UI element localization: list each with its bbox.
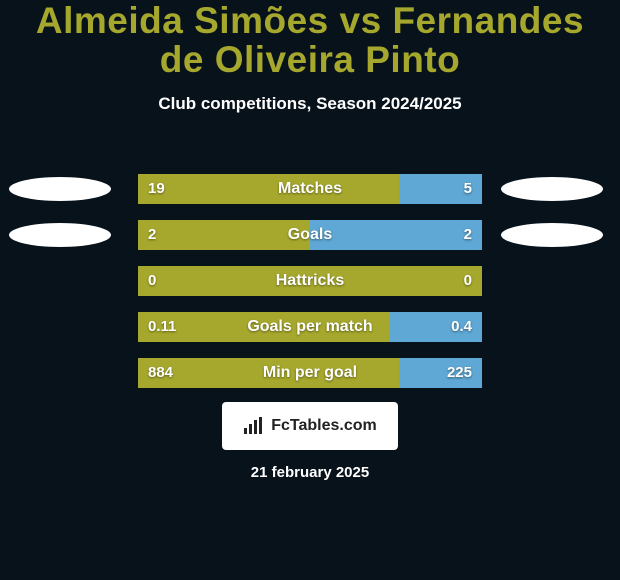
- stat-row: 22Goals: [0, 220, 620, 250]
- stat-value-left: 2: [138, 220, 166, 250]
- subtitle: Club competitions, Season 2024/2025: [0, 94, 620, 114]
- page-title: Almeida Simões vs Fernandes de Oliveira …: [0, 0, 620, 80]
- stat-value-left: 0: [138, 266, 166, 296]
- stat-row: 195Matches: [0, 174, 620, 204]
- stat-row: 00Hattricks: [0, 266, 620, 296]
- stat-bar: 0.110.4Goals per match: [138, 312, 482, 342]
- stat-value-right: 5: [454, 174, 482, 204]
- player-slot-right: [501, 223, 603, 247]
- stat-bar-left: [138, 174, 399, 204]
- stat-value-right: 2: [454, 220, 482, 250]
- player-slot-left: [9, 223, 111, 247]
- stat-value-left: 884: [138, 358, 183, 388]
- logo-text: FcTables.com: [271, 417, 377, 435]
- stat-row: 0.110.4Goals per match: [0, 312, 620, 342]
- stat-row: 884225Min per goal: [0, 358, 620, 388]
- stat-bar-left: [138, 266, 482, 296]
- stat-bar: 884225Min per goal: [138, 358, 482, 388]
- stat-bar: 00Hattricks: [138, 266, 482, 296]
- stat-value-right: 0.4: [441, 312, 482, 342]
- player-slot-left: [9, 177, 111, 201]
- stat-bar: 195Matches: [138, 174, 482, 204]
- comparison-infographic: Almeida Simões vs Fernandes de Oliveira …: [0, 0, 620, 580]
- stat-value-left: 0.11: [138, 312, 186, 342]
- stat-value-right: 225: [437, 358, 482, 388]
- stat-value-left: 19: [138, 174, 175, 204]
- snapshot-date: 21 february 2025: [0, 464, 620, 481]
- stat-value-right: 0: [454, 266, 482, 296]
- bar-chart-icon: [243, 417, 265, 435]
- stat-bar: 22Goals: [138, 220, 482, 250]
- fctables-logo: FcTables.com: [222, 402, 398, 450]
- player-slot-right: [501, 177, 603, 201]
